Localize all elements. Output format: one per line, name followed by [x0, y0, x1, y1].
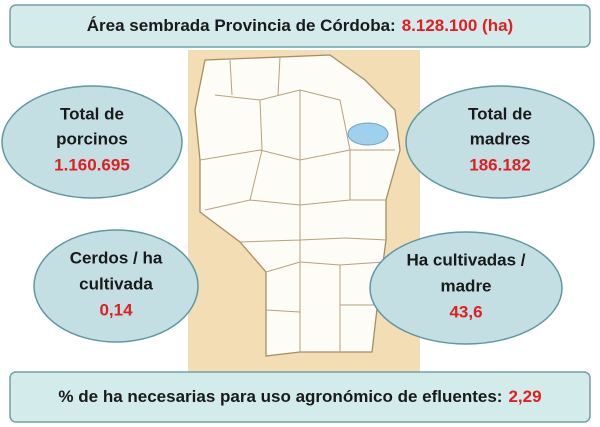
header-value: 8.128.100 (ha)	[402, 16, 514, 35]
footer-text: % de ha necesarias para uso agronómico d…	[58, 387, 541, 406]
bubble	[1, 85, 183, 199]
bubble-label: Total de	[468, 104, 532, 123]
bubble-label: madres	[470, 129, 530, 148]
footer-value: 2,29	[508, 387, 541, 406]
header-box	[9, 4, 591, 48]
bubble-value: 1.160.695	[54, 155, 130, 174]
bubble-label: Total de	[60, 104, 124, 123]
map	[188, 50, 420, 372]
bubble-value: 186.182	[469, 155, 530, 174]
footer-box	[9, 371, 591, 423]
bubble-label: Ha cultivadas /	[406, 250, 525, 269]
header-text: Área sembrada Provincia de Córdoba: 8.128…	[87, 16, 513, 35]
bubble-value: 0,14	[99, 300, 133, 319]
bubble-label: Cerdos / ha	[70, 248, 163, 267]
bubble-label: madre	[440, 276, 491, 295]
bubble-label: cultivada	[79, 274, 153, 293]
lake	[347, 122, 389, 146]
bubble	[369, 231, 563, 345]
bubble-value: 43,6	[449, 302, 482, 321]
bubble	[405, 85, 595, 199]
bubble	[33, 229, 199, 343]
footer-label: % de ha necesarias para uso agronómico d…	[58, 387, 502, 406]
bubble-label: porcinos	[56, 129, 128, 148]
header-label: Área sembrada Provincia de Córdoba:	[87, 16, 396, 35]
